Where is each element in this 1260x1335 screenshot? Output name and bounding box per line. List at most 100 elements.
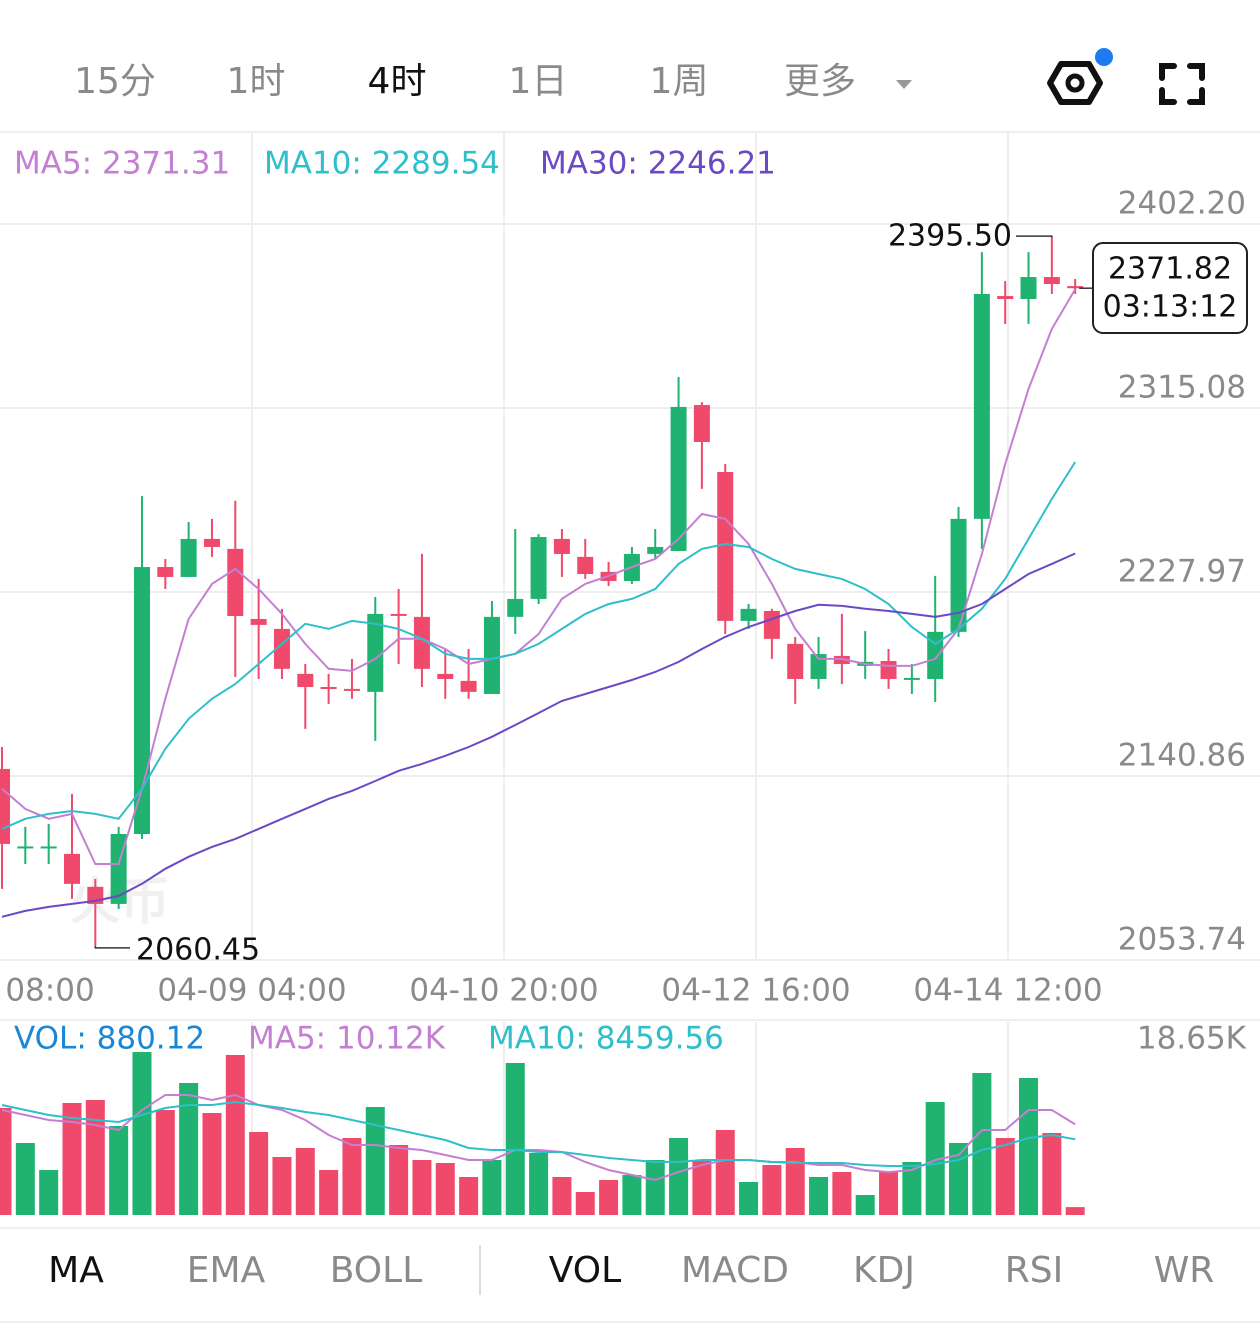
x-tick-label: 04-12 16:00 [661,973,850,1009]
y-tick-label: 2402.20 [1118,186,1246,222]
volume-bar [1065,1207,1085,1215]
indicator-tab[interactable]: RSI [1005,1250,1063,1291]
volume-bar [435,1163,455,1215]
settings-icon[interactable] [1047,48,1113,105]
volume-bar [109,1125,129,1215]
volume-bar [715,1129,735,1215]
volume-bar [809,1176,829,1215]
last-price-box [1092,242,1248,334]
volume-bar [39,1169,59,1215]
volume-bar [645,1160,665,1215]
fullscreen-icon[interactable] [1159,63,1205,105]
volume-bar [155,1110,175,1215]
candle-body [157,567,174,577]
timeframe-tab[interactable]: 15分 [74,61,156,102]
candle-body [1067,286,1084,289]
low-label: 2060.45 [136,932,260,967]
volume-bar [412,1160,432,1215]
low-pointer [94,945,130,949]
volume-bar [459,1176,479,1215]
indicator-tab[interactable]: VOL [549,1250,621,1291]
candle-body [367,613,384,692]
indicator-tab[interactable]: EMA [187,1250,266,1291]
y-tick-label: 2227.97 [1118,554,1246,590]
candle-body [973,293,990,519]
x-tick-label: 04-14 12:00 [913,973,1102,1009]
candle-body [927,631,944,679]
timeframe-tab[interactable]: 4时 [368,61,427,102]
volume-bar [785,1147,805,1215]
y-tick-label: 2140.86 [1118,737,1246,773]
legend-entry: MA5: 2371.31 [14,146,230,182]
legend-entry: VOL: 880.12 [14,1021,205,1057]
volume-bar [0,1107,12,1215]
timeframe-tab[interactable]: 1周 [650,61,709,102]
candle-body [437,673,454,679]
settings-center [1065,73,1085,93]
volume-bar [902,1161,922,1215]
candle-body [530,537,547,599]
y-tick-label: 2053.74 [1118,922,1246,958]
candle-body [320,686,337,689]
timeframe-tab[interactable]: 1日 [509,61,568,102]
candle-body [17,846,34,849]
candle-body [880,661,897,679]
volume-bar [879,1172,899,1215]
candle-body [250,618,267,625]
candle-body [343,688,360,691]
candle-body [903,677,920,680]
candle-body [227,548,244,617]
candle-body [507,598,524,617]
volume-bar [319,1169,339,1215]
volume-bar [85,1100,105,1215]
volume-bar [1019,1077,1039,1215]
volume-bar [762,1164,782,1215]
legend-entry: MA30: 2246.21 [540,146,776,182]
volume-bar [1042,1132,1062,1215]
candle-body [763,610,780,639]
candle-body [717,471,734,621]
volume-ma-line [1,1093,1076,1182]
candle-body [40,846,57,849]
candle-body [740,608,757,621]
candle-body [133,567,150,834]
indicator-tab[interactable]: KDJ [853,1250,915,1291]
volume-bar [855,1194,875,1215]
indicator-tab[interactable]: BOLL [330,1250,423,1291]
candle-body [273,628,290,669]
high-label: 2395.50 [888,219,1012,254]
volume-bar [972,1072,992,1215]
candle-body [0,768,10,844]
candle-body [63,853,80,884]
volume-bar [389,1144,409,1215]
last-price: 2371.82 [1108,252,1232,287]
timeframe-tab[interactable]: 更多 [784,61,856,102]
indicator-tab[interactable]: MACD [681,1250,789,1291]
candle-body [1020,277,1037,300]
legend-entry: MA5: 10.12K [248,1021,446,1057]
candle-body [390,613,407,616]
indicator-tab[interactable]: MA [48,1250,104,1291]
legend-entry: MA10: 8459.56 [488,1021,724,1057]
volume-bar [132,1051,152,1215]
candle-body [670,406,687,551]
volume-bar [552,1176,572,1215]
candle-body [950,518,967,632]
candle-body [787,643,804,679]
volume-bar [295,1147,315,1215]
volume-bar [62,1103,82,1215]
candle-body [693,405,710,442]
timeframe-tab[interactable]: 1时 [227,61,286,102]
volume-bar [202,1113,222,1215]
volume-bar [832,1172,852,1215]
y-tick-label: 18.65K [1137,1021,1247,1057]
ma-line [1,461,1077,830]
candle-body [1043,277,1060,285]
high-pointer [1016,235,1053,239]
ma-line [1,288,1077,865]
volume-bar [739,1182,759,1215]
volume-bar [482,1160,502,1215]
dropdown-arrow [896,80,912,89]
indicator-tab[interactable]: WR [1154,1250,1215,1291]
